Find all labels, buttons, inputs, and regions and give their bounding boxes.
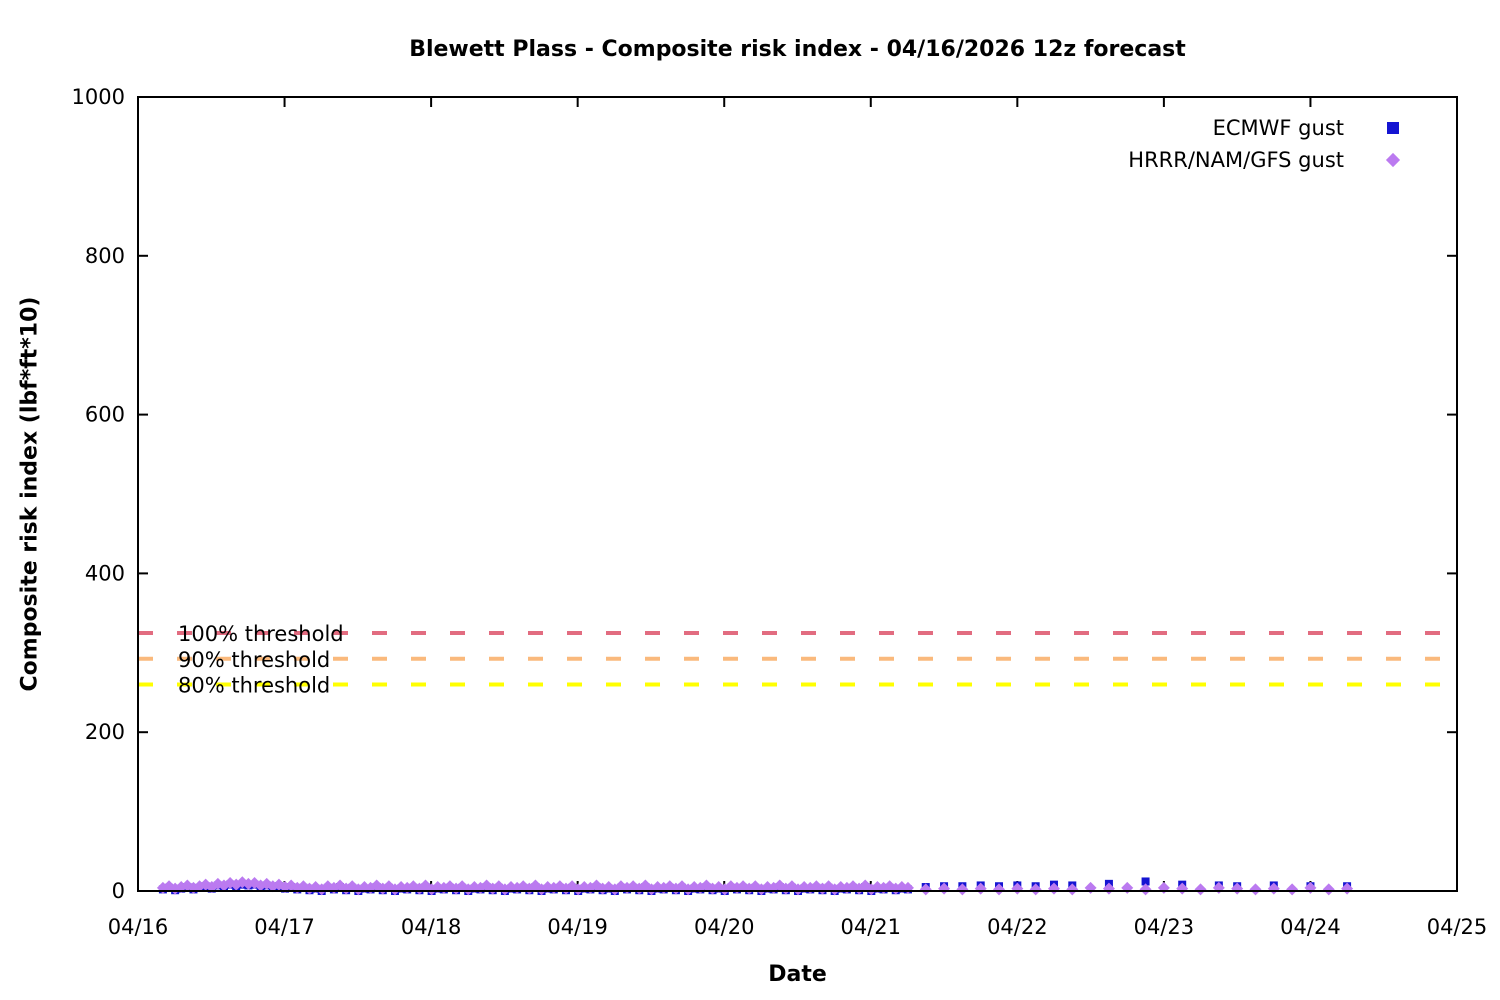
data-point-diamond (1121, 881, 1134, 894)
data-point-diamond (1249, 883, 1262, 896)
x-tick-label: 04/16 (108, 915, 169, 939)
data-point-diamond (1066, 883, 1079, 896)
threshold-label: 100% threshold (178, 622, 344, 646)
data-point-diamond (1139, 883, 1152, 896)
x-tick-label: 04/25 (1427, 915, 1488, 939)
square-marker-icon (1386, 121, 1400, 135)
x-tick-label: 04/23 (1134, 915, 1195, 939)
x-tick-label: 04/24 (1280, 915, 1341, 939)
diamond-marker-icon (1385, 152, 1401, 168)
y-axis-label: Composite risk index (lbf*ft*10) (17, 296, 43, 692)
data-point-square (1141, 877, 1150, 886)
data-point-diamond (974, 882, 987, 895)
legend: ECMWF gust HRRR/NAM/GFS gust (1128, 112, 1401, 176)
x-tick-label: 04/19 (547, 915, 608, 939)
data-point-diamond (1176, 882, 1189, 895)
data-point-diamond (956, 883, 969, 896)
data-point-diamond (1341, 882, 1354, 895)
data-point-diamond (1304, 881, 1317, 894)
y-tick-label: 0 (112, 879, 125, 903)
data-point-diamond (1011, 882, 1024, 895)
x-tick-label: 04/22 (987, 915, 1048, 939)
data-point-diamond (1102, 882, 1115, 895)
x-tick-label: 04/20 (694, 915, 755, 939)
data-point-diamond (1267, 882, 1280, 895)
data-point-diamond (1231, 882, 1244, 895)
data-point-diamond (1029, 883, 1042, 896)
y-tick-label: 800 (85, 244, 125, 268)
y-tick-label: 400 (85, 561, 125, 585)
legend-label-ecmwf: ECMWF gust (1212, 116, 1344, 140)
data-point-diamond (1322, 883, 1335, 896)
chart-title: Blewett Plass - Composite risk index - 0… (409, 37, 1186, 62)
data-point-diamond (1286, 883, 1299, 896)
data-point-diamond (993, 883, 1006, 896)
legend-item-ecmwf: ECMWF gust (1128, 112, 1400, 144)
data-point-diamond (1194, 883, 1207, 896)
legend-label-hrrr-nam-gfs: HRRR/NAM/GFS gust (1128, 148, 1344, 172)
plot-border (137, 96, 1458, 892)
threshold-label: 90% threshold (178, 648, 330, 672)
x-tick-label: 04/18 (401, 915, 462, 939)
data-point-diamond (1157, 881, 1170, 894)
y-tick-label: 600 (85, 403, 125, 427)
data-point-diamond (1212, 881, 1225, 894)
y-tick-label: 200 (85, 720, 125, 744)
legend-item-hrrr-nam-gfs: HRRR/NAM/GFS gust (1128, 144, 1401, 176)
y-tick-label: 1000 (72, 85, 125, 109)
x-tick-label: 04/17 (254, 915, 315, 939)
x-axis-label: Date (768, 962, 827, 987)
data-point-diamond (938, 882, 951, 895)
data-point-diamond (1084, 881, 1097, 894)
data-point-diamond (1047, 882, 1060, 895)
data-point-diamond (919, 883, 932, 896)
threshold-label: 80% threshold (178, 674, 330, 698)
x-tick-label: 04/21 (841, 915, 902, 939)
